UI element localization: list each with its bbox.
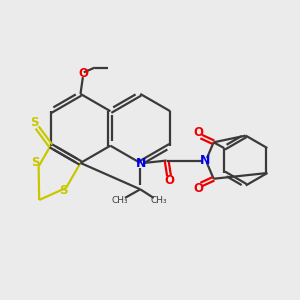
Text: O: O xyxy=(193,126,203,139)
Text: CH₃: CH₃ xyxy=(112,196,128,205)
Text: S: S xyxy=(30,116,38,129)
Text: S: S xyxy=(32,156,40,169)
Text: N: N xyxy=(136,158,146,170)
Text: S: S xyxy=(59,184,68,197)
Text: O: O xyxy=(79,67,89,80)
Text: O: O xyxy=(193,182,203,195)
Text: N: N xyxy=(200,154,210,167)
Text: CH₃: CH₃ xyxy=(150,196,167,205)
Text: O: O xyxy=(164,174,174,187)
